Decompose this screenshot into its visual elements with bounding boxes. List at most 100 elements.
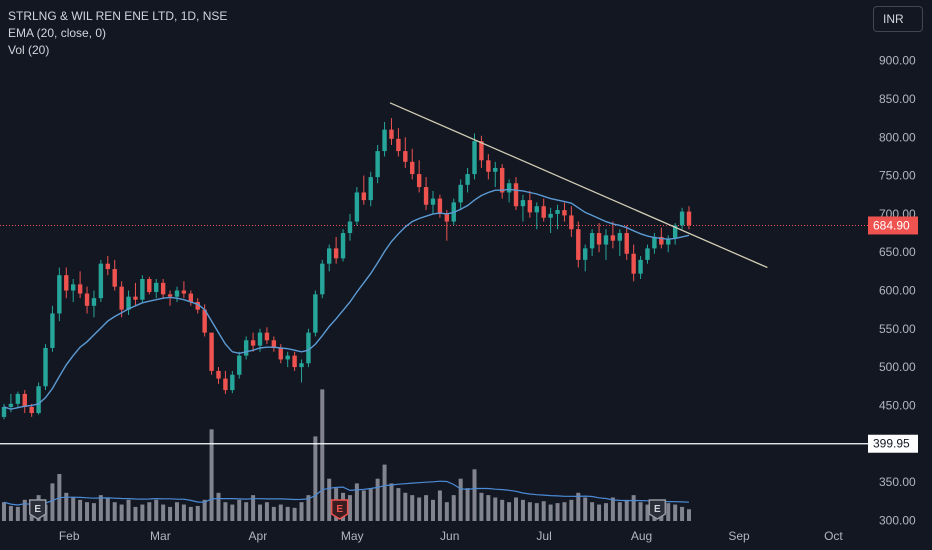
volume-bar — [680, 506, 685, 521]
candle-body — [8, 403, 14, 407]
candle-body — [209, 332, 214, 371]
candle-body — [589, 233, 595, 249]
volume-bar — [520, 499, 525, 521]
y-tick-label: 900.00 — [879, 54, 916, 68]
candle-body — [659, 236, 664, 245]
volume-bar — [527, 502, 532, 521]
candle-body — [541, 206, 546, 218]
x-tick-label: Mar — [150, 529, 171, 543]
candle-body — [638, 259, 643, 274]
volume-bar — [299, 502, 304, 521]
volume-bar — [292, 507, 297, 521]
candle-body — [64, 275, 69, 291]
volume-bar — [382, 464, 387, 521]
trendline[interactable] — [389, 102, 768, 269]
volume-bar — [347, 495, 352, 521]
candle-body — [285, 355, 290, 360]
volume-bar — [631, 495, 636, 521]
volume-bar — [666, 503, 671, 521]
candle-body — [50, 313, 55, 348]
volume-bar — [597, 504, 602, 521]
candle-body — [15, 393, 21, 404]
candle-body — [375, 151, 380, 178]
candle-body — [410, 161, 415, 175]
volume-bar — [264, 502, 269, 521]
ema-indicator-label[interactable]: EMA (20, close, 0) — [8, 26, 107, 40]
candle-body — [278, 347, 283, 360]
support-price-tag — [868, 434, 918, 453]
candle-body — [36, 386, 41, 414]
volume-bar — [237, 499, 242, 521]
volume-bar — [327, 478, 332, 521]
x-tick-label: Oct — [824, 529, 843, 543]
candle-body — [126, 296, 131, 310]
candle-body — [195, 301, 200, 310]
volume-bar — [306, 495, 311, 521]
volume-bar — [569, 499, 574, 521]
earnings-marker[interactable] — [28, 499, 47, 520]
candle-body — [347, 221, 353, 234]
ema-line — [3, 188, 690, 410]
currency-button[interactable]: INR — [873, 6, 923, 32]
candle-body — [154, 282, 159, 293]
earnings-marker[interactable] — [330, 499, 349, 520]
x-tick-label: Jun — [440, 529, 459, 543]
volume-bar — [375, 478, 380, 521]
volume-bar — [133, 506, 138, 521]
volume-bar — [22, 499, 27, 521]
candle-body — [527, 200, 533, 213]
candle-body — [382, 129, 387, 152]
candle-body — [230, 374, 235, 391]
volume-bar — [548, 504, 553, 521]
candle-body — [174, 290, 180, 297]
candle-body — [216, 370, 221, 379]
candle-body — [520, 200, 526, 207]
y-tick-label: 550.00 — [879, 322, 916, 336]
candle-body — [292, 355, 297, 368]
candle-body — [596, 233, 602, 245]
candle-body — [444, 213, 450, 222]
volume-bar — [202, 499, 207, 521]
volume-bar — [354, 483, 359, 521]
candle-body — [340, 233, 346, 259]
volume-bar — [479, 492, 484, 521]
volume-bar — [493, 497, 498, 521]
volume-indicator-label[interactable]: Vol (20) — [8, 43, 50, 57]
candle-body — [555, 210, 560, 214]
volume-bar — [687, 509, 691, 521]
candle-body — [548, 213, 553, 218]
volume-bar — [91, 503, 96, 521]
candle-body — [645, 248, 650, 260]
volume-bar — [320, 389, 325, 521]
candle-body — [624, 233, 629, 254]
candle-body — [29, 406, 34, 414]
candle-body — [562, 210, 567, 216]
candle-body — [320, 263, 325, 295]
candle-body — [486, 160, 491, 172]
candle-body — [257, 332, 263, 346]
candle-body — [569, 215, 574, 230]
candle-body — [77, 284, 83, 294]
earnings-marker[interactable] — [648, 499, 667, 520]
candle-body — [271, 340, 277, 348]
volume-bar — [119, 504, 124, 521]
support-price-label: 399.95 — [873, 437, 910, 451]
candle-body — [534, 206, 539, 213]
volume-bar — [71, 497, 76, 521]
volume-bar — [576, 492, 581, 521]
candle-body — [472, 141, 477, 175]
volume-bar — [424, 495, 429, 521]
symbol-title[interactable]: STRLNG & WIL REN ENE LTD, 1D, NSE — [8, 9, 228, 23]
candle-body — [313, 294, 318, 333]
volume-bar — [610, 497, 615, 521]
candle-body — [493, 167, 498, 172]
y-tick-label: 650.00 — [879, 245, 916, 259]
volume-bar — [15, 506, 20, 521]
candle-body — [603, 235, 609, 245]
volume-bar — [2, 502, 6, 521]
candle-body — [264, 332, 270, 341]
candle-body — [465, 174, 470, 185]
volume-bar — [216, 492, 221, 521]
volume-bar — [430, 499, 435, 521]
